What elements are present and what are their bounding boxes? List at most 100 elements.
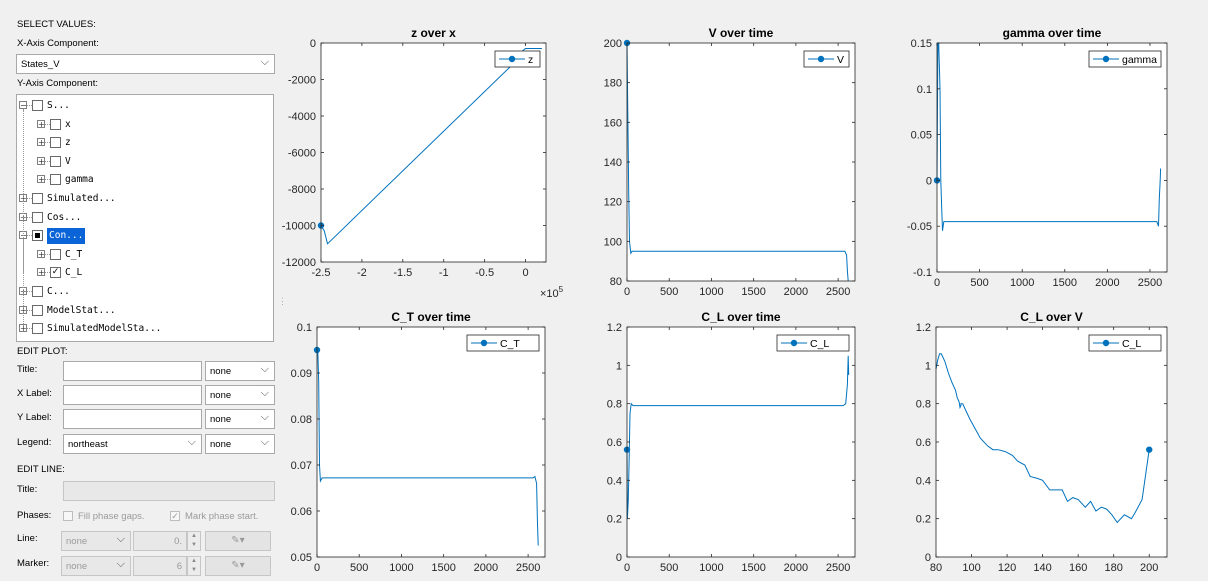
legend-label: gamma bbox=[1122, 54, 1157, 66]
chart-0[interactable]: -2.5 -2 -1.5 -1 -0.5 0 0 -2000 -4000 -6000 -8000 -1… bbox=[282, 26, 564, 300]
tree-checkbox[interactable] bbox=[32, 304, 43, 316]
legend[interactable]: C_L bbox=[776, 334, 850, 352]
x-tick-label: 0 bbox=[314, 562, 320, 574]
plot-area[interactable] bbox=[627, 327, 855, 557]
legend[interactable]: V bbox=[803, 50, 850, 68]
legend-interpreter-value: none bbox=[210, 439, 232, 450]
expand-icon[interactable]: + bbox=[37, 268, 45, 278]
xlabel-input[interactable] bbox=[63, 385, 202, 405]
x-tick-label: 1500 bbox=[741, 286, 765, 298]
ylabel-label: Y Label: bbox=[17, 412, 52, 423]
line-width-spinner[interactable]: ▲ ▼ bbox=[187, 531, 201, 551]
tree-checkbox[interactable]: ✓ bbox=[50, 267, 61, 279]
x-axis-select[interactable]: States_V ⌵ bbox=[16, 54, 275, 74]
plot-area[interactable] bbox=[936, 327, 1167, 557]
legend-label: V bbox=[837, 54, 844, 66]
y-tick-label: 0 bbox=[926, 175, 932, 187]
expand-icon[interactable]: + bbox=[37, 138, 45, 148]
x-tick-label: 2500 bbox=[826, 562, 850, 574]
y-axis-tree[interactable]: − S... + x + z + V + gamma + Simulated... + Cos... − Co… bbox=[16, 94, 274, 342]
tree-node[interactable]: − S... bbox=[17, 98, 273, 114]
line-title-input[interactable] bbox=[63, 481, 275, 501]
x-tick-label: 1500 bbox=[741, 562, 765, 574]
y-tick-label: 0.15 bbox=[911, 38, 932, 50]
plot-area[interactable] bbox=[317, 327, 545, 557]
tree-checkbox[interactable] bbox=[32, 211, 43, 223]
tree-node[interactable]: + gamma bbox=[17, 172, 273, 188]
legend-location-select[interactable]: northeast ⌵ bbox=[63, 434, 202, 454]
tree-node-label: x bbox=[65, 118, 71, 130]
ylabel-interpreter-select[interactable]: none ⌵ bbox=[205, 409, 275, 429]
legend[interactable]: z bbox=[494, 50, 541, 68]
ylabel-input[interactable] bbox=[63, 409, 202, 429]
marker-style-select[interactable]: none ⌵ bbox=[61, 556, 131, 576]
marker-style-value: none bbox=[66, 561, 88, 572]
expand-icon[interactable]: + bbox=[37, 156, 45, 166]
line-width-input[interactable]: 0. bbox=[133, 531, 187, 551]
chart-2[interactable]: 0 500 1000 1500 2000 2500 -0.1 -0.05 0 0.05 0.1 0.1… bbox=[907, 26, 1168, 289]
chart-4[interactable]: 0 500 1000 1500 2000 2500 0 0.2 0.4 0.6 0.8 1 1.2 C_L… bbox=[607, 310, 856, 574]
plot-area[interactable] bbox=[937, 43, 1167, 272]
tree-checkbox[interactable] bbox=[32, 100, 43, 111]
marker-color-button[interactable]: ✎▾ bbox=[205, 556, 271, 576]
tree-node-label: z bbox=[65, 137, 71, 149]
splitter-handle[interactable]: ⋮ bbox=[278, 296, 287, 306]
legend[interactable]: C_T bbox=[466, 334, 540, 352]
chart-title: C_L over time bbox=[701, 310, 780, 324]
tree-node[interactable]: + x bbox=[17, 117, 273, 133]
collapse-icon[interactable]: − bbox=[19, 101, 27, 110]
expand-icon[interactable]: + bbox=[37, 249, 45, 259]
marker-size-spinner[interactable]: ▲ ▼ bbox=[187, 556, 201, 576]
chart-3[interactable]: 0 500 1000 1500 2000 2500 0.05 0.06 0.07 0.08 0.09… bbox=[291, 310, 546, 574]
legend[interactable]: C_L bbox=[1088, 334, 1162, 352]
fill-phase-gaps-checkbox[interactable] bbox=[63, 511, 73, 521]
x-tick-label: 500 bbox=[660, 562, 678, 574]
line-label: Line: bbox=[17, 533, 38, 544]
tree-checkbox[interactable] bbox=[50, 137, 61, 149]
title-interpreter-select[interactable]: none ⌵ bbox=[205, 361, 275, 381]
legend[interactable]: gamma bbox=[1088, 50, 1162, 68]
xlabel-interpreter-select[interactable]: none ⌵ bbox=[205, 385, 275, 405]
tree-node[interactable]: + C_T bbox=[17, 247, 273, 263]
tree-node[interactable]: + z bbox=[17, 135, 273, 151]
y-tick-label: 1.2 bbox=[916, 322, 931, 334]
x-tick-label: -2 bbox=[357, 267, 367, 279]
y-tick-label: 0.08 bbox=[291, 414, 312, 426]
line-style-value: none bbox=[66, 536, 88, 547]
x-tick-label: 500 bbox=[660, 286, 678, 298]
tree-checkbox[interactable] bbox=[32, 286, 43, 297]
expand-icon[interactable]: + bbox=[37, 175, 45, 185]
y-tick-label: -10000 bbox=[282, 221, 316, 233]
plot-area[interactable] bbox=[321, 43, 546, 262]
tree-checkbox[interactable] bbox=[32, 323, 43, 335]
chart-1[interactable]: 0 500 1000 1500 2000 2500 80 100 120 140 160 180 200… bbox=[604, 26, 856, 298]
chevron-down-icon: ⌵ bbox=[260, 436, 269, 448]
y-tick-label: 200 bbox=[604, 38, 622, 50]
expand-icon[interactable]: + bbox=[37, 119, 45, 129]
x-tick-label: 140 bbox=[1033, 562, 1051, 574]
title-input[interactable] bbox=[63, 361, 202, 381]
mark-phase-start-checkbox[interactable]: ✓ bbox=[170, 511, 180, 521]
y-tick-label: 1.2 bbox=[607, 322, 622, 334]
tree-connector bbox=[27, 309, 32, 311]
series-line bbox=[317, 349, 539, 546]
plot-area[interactable] bbox=[627, 43, 855, 281]
tree-checkbox[interactable] bbox=[32, 230, 43, 242]
x-tick-label: 1000 bbox=[1010, 277, 1034, 289]
y-tick-label: 0.07 bbox=[291, 460, 312, 472]
marker-size-input[interactable]: 6 bbox=[133, 556, 187, 576]
chevron-down-icon: ⌵ bbox=[260, 387, 269, 399]
tree-checkbox[interactable] bbox=[50, 118, 61, 130]
tree-checkbox[interactable] bbox=[32, 193, 43, 204]
chart-5[interactable]: 80 100 120 140 160 180 200 0 0.2 0.4 0.6 0.8 1 1.2 C_L… bbox=[916, 310, 1168, 574]
tree-node[interactable]: + ✓ C_L bbox=[17, 265, 273, 281]
legend-interpreter-select[interactable]: none ⌵ bbox=[205, 434, 275, 454]
line-style-select[interactable]: none ⌵ bbox=[61, 531, 131, 551]
tree-checkbox[interactable] bbox=[50, 155, 61, 167]
tree-checkbox[interactable] bbox=[50, 248, 61, 260]
legend-box bbox=[776, 334, 850, 352]
tree-checkbox[interactable] bbox=[50, 174, 61, 186]
x-tick-label: 2500 bbox=[826, 286, 850, 298]
line-color-button[interactable]: ✎▾ bbox=[205, 531, 271, 551]
tree-node[interactable]: + V bbox=[17, 154, 273, 170]
